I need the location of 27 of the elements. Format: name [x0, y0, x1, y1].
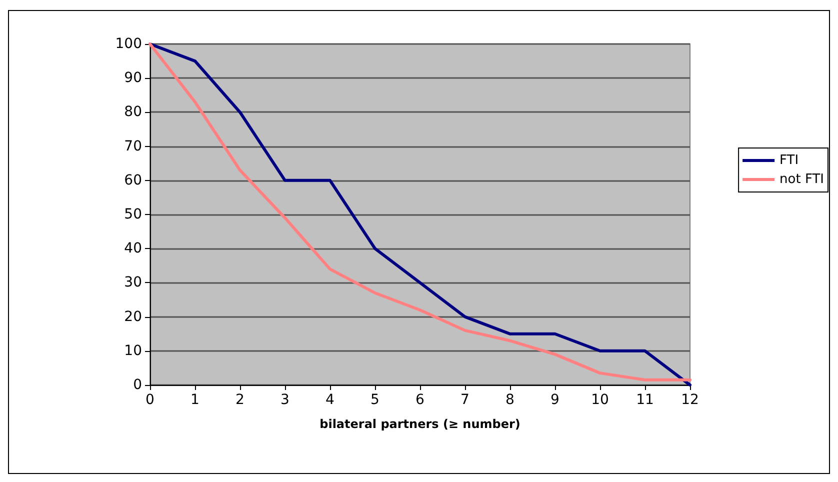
x-tick-label: 9 — [550, 392, 560, 408]
y-tick-label: 70 — [124, 138, 142, 154]
y-tick-label: 90 — [124, 70, 142, 86]
x-tick-label: 12 — [681, 392, 699, 408]
y-tick-label: 0 — [133, 377, 142, 393]
x-tick-label: 1 — [190, 392, 200, 408]
x-tick-label: 11 — [636, 392, 654, 408]
y-tick-label: 20 — [124, 308, 142, 325]
x-tick-label: 7 — [460, 392, 470, 408]
y-tick-label: 40 — [124, 240, 142, 257]
legend-label: not FTI — [780, 172, 824, 187]
y-tick-label: 30 — [124, 274, 142, 291]
legend-label: FTI — [780, 153, 799, 168]
x-tick-label: 5 — [370, 392, 380, 408]
y-tick-label: 50 — [124, 206, 142, 222]
x-tick-label: 4 — [326, 392, 335, 408]
y-tick-label: 80 — [124, 104, 142, 120]
x-tick-label: 10 — [591, 392, 609, 408]
x-axis-title: bilateral partners (≥ number) — [320, 417, 520, 431]
x-tick-label: 2 — [236, 392, 244, 408]
x-tick-label: 0 — [146, 392, 154, 408]
x-tick-label: 3 — [280, 392, 290, 408]
y-tick-label: 60 — [124, 172, 142, 188]
y-tick-label: 100 — [115, 36, 142, 52]
x-tick-label: 8 — [506, 392, 514, 408]
x-tick-label: 6 — [416, 392, 425, 408]
y-tick-label: 10 — [124, 342, 142, 359]
